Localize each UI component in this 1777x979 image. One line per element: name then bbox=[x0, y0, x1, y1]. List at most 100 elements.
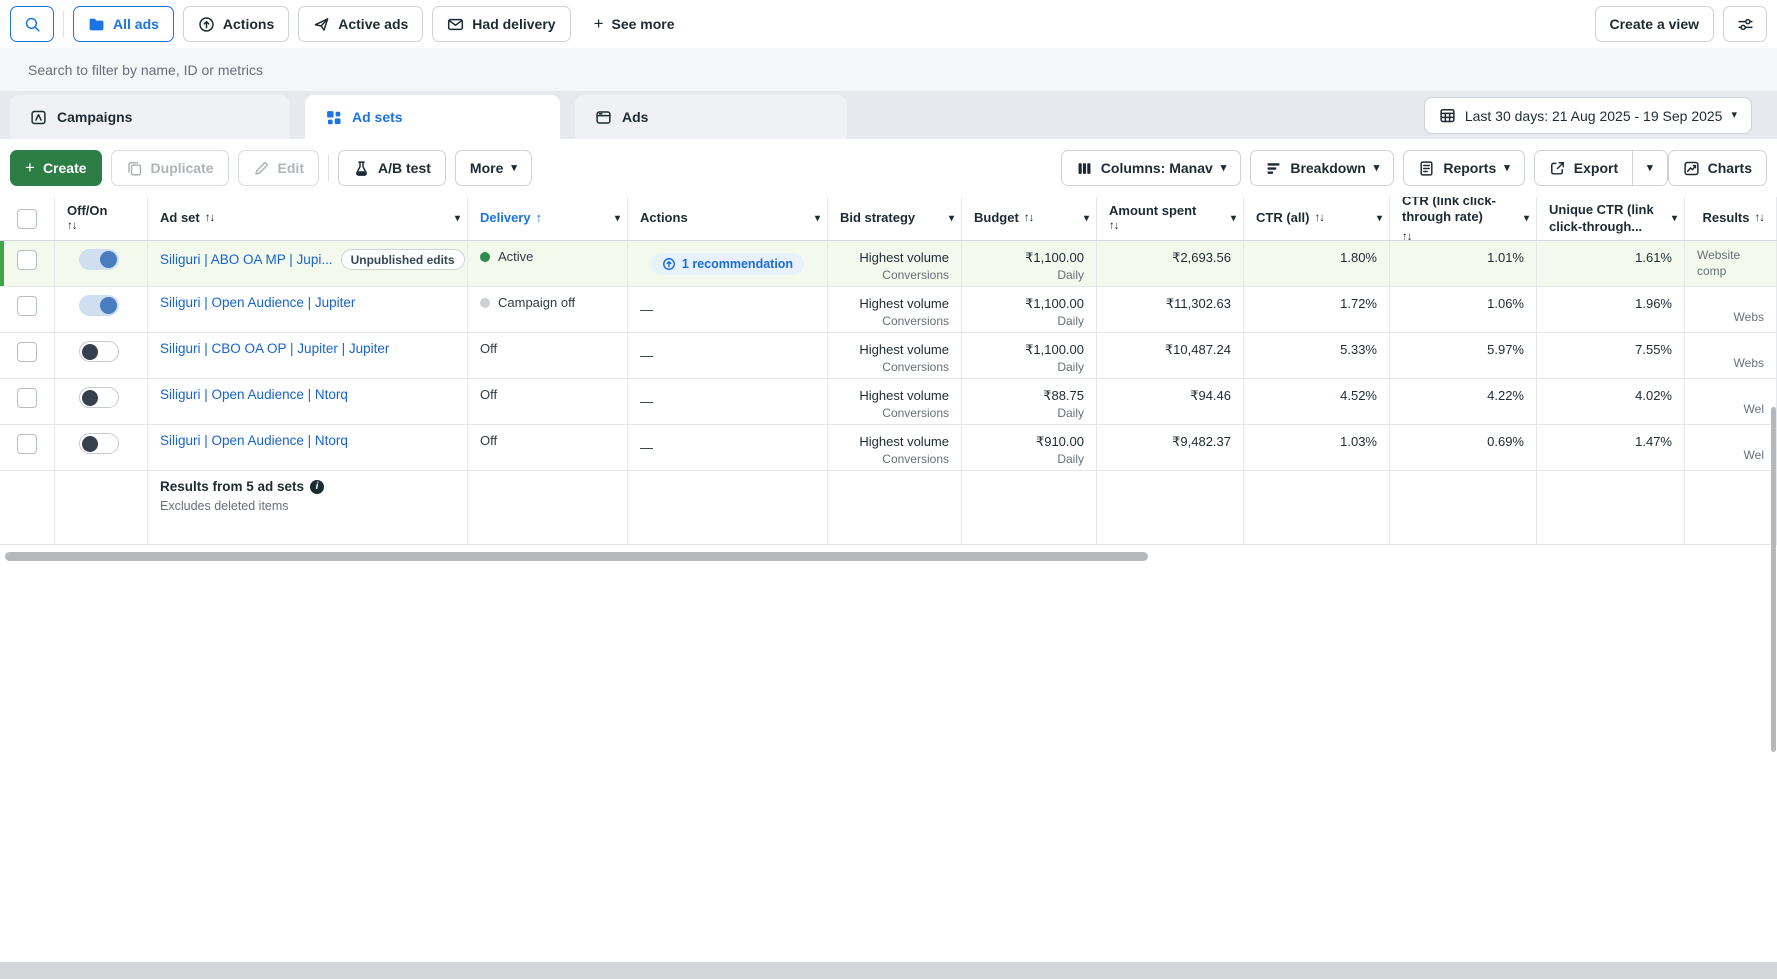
create-label: Create bbox=[42, 160, 87, 176]
see-more-button[interactable]: + See more bbox=[579, 6, 689, 42]
table-row[interactable]: Siliguri | Open Audience | Ntorq Off — H… bbox=[0, 379, 1777, 425]
column-header-off-on[interactable]: Off/On ↑↓ bbox=[55, 197, 148, 240]
ad-set-toggle[interactable] bbox=[79, 433, 119, 454]
breakdown-button[interactable]: Breakdown ▾ bbox=[1250, 150, 1395, 186]
chevron-down-icon[interactable]: ▾ bbox=[948, 212, 954, 224]
column-header-bid-strategy[interactable]: Bid strategy ▾ bbox=[828, 197, 962, 240]
all-ads-filter-button[interactable]: All ads bbox=[73, 6, 174, 42]
edit-button[interactable]: Edit bbox=[237, 150, 319, 186]
ad-set-link[interactable]: Siliguri | Open Audience | Ntorq bbox=[160, 387, 348, 402]
create-button[interactable]: + Create bbox=[10, 150, 102, 186]
had-delivery-filter-button[interactable]: Had delivery bbox=[432, 6, 571, 42]
report-doc-icon bbox=[1420, 160, 1433, 176]
row-checkbox[interactable] bbox=[17, 296, 37, 316]
select-all-cell bbox=[0, 197, 55, 240]
tab-ads[interactable]: Ads bbox=[575, 95, 847, 139]
more-button[interactable]: More ▾ bbox=[454, 150, 532, 186]
export-options-button[interactable]: ▾ bbox=[1633, 151, 1667, 185]
amount-spent-value: ₹2,693.56 bbox=[1172, 250, 1231, 265]
sort-ascending-icon[interactable]: ↑ bbox=[535, 210, 542, 226]
row-checkbox[interactable] bbox=[17, 250, 37, 270]
breakdown-label: Breakdown bbox=[1290, 160, 1366, 176]
column-header-unique-ctr[interactable]: Unique CTR (link click-through... ▾ bbox=[1537, 197, 1685, 240]
unique-ctr-value: 4.02% bbox=[1635, 388, 1672, 403]
column-header-results[interactable]: Results ↑↓ bbox=[1685, 197, 1777, 240]
recommendation-pill[interactable]: — bbox=[640, 440, 653, 455]
table-row[interactable]: Siliguri | Open Audience | Ntorq Off — H… bbox=[0, 425, 1777, 471]
chevron-down-icon: ▾ bbox=[511, 161, 517, 174]
chevron-down-icon[interactable]: ▾ bbox=[814, 212, 820, 224]
all-ads-label: All ads bbox=[113, 16, 159, 32]
bid-strategy-value: Highest volume bbox=[859, 434, 949, 449]
chevron-down-icon[interactable]: ▾ bbox=[1230, 212, 1236, 224]
ad-set-toggle[interactable] bbox=[79, 387, 119, 408]
results-header-label: Results bbox=[1702, 210, 1750, 226]
sort-icon[interactable]: ↑↓ bbox=[67, 220, 77, 233]
sort-icon[interactable]: ↑↓ bbox=[1314, 212, 1324, 225]
recommendation-pill[interactable]: — bbox=[640, 348, 653, 363]
column-header-ad-set[interactable]: Ad set ↑↓ ▾ bbox=[148, 197, 468, 240]
ad-set-link[interactable]: Siliguri | Open Audience | Ntorq bbox=[160, 433, 348, 448]
vertical-scrollbar[interactable] bbox=[1771, 407, 1776, 752]
table-row[interactable]: Siliguri | ABO OA MP | Jupi... Unpublish… bbox=[0, 241, 1777, 287]
table-row[interactable]: Siliguri | Open Audience | Jupiter Campa… bbox=[0, 287, 1777, 333]
tab-campaigns[interactable]: Campaigns bbox=[10, 95, 290, 139]
row-checkbox[interactable] bbox=[17, 342, 37, 362]
column-header-ctr-all[interactable]: CTR (all) ↑↓ ▾ bbox=[1244, 197, 1390, 240]
export-button[interactable]: Export bbox=[1534, 151, 1633, 185]
view-settings-button[interactable] bbox=[1723, 6, 1767, 42]
campaigns-icon bbox=[31, 110, 46, 124]
select-all-checkbox[interactable] bbox=[17, 209, 37, 229]
chevron-down-icon[interactable]: ▾ bbox=[1523, 212, 1529, 224]
recommendation-pill[interactable]: — bbox=[640, 302, 653, 317]
ab-test-button[interactable]: A/B test bbox=[338, 150, 446, 186]
recommendation-pill[interactable]: 1 recommendation bbox=[650, 252, 805, 275]
info-icon[interactable]: i bbox=[310, 479, 325, 494]
charts-button[interactable]: Charts bbox=[1667, 150, 1767, 186]
row-checkbox[interactable] bbox=[17, 388, 37, 408]
ad-set-link[interactable]: Siliguri | CBO OA OP | Jupiter | Jupiter bbox=[160, 341, 390, 356]
sort-icon[interactable]: ↑↓ bbox=[1023, 212, 1034, 225]
bid-strategy-sub: Conversions bbox=[882, 405, 949, 420]
row-checkbox[interactable] bbox=[17, 434, 37, 454]
bid-strategy-value: Highest volume bbox=[859, 296, 949, 311]
actions-filter-button[interactable]: Actions bbox=[182, 6, 290, 42]
ad-set-toggle[interactable] bbox=[79, 341, 119, 362]
sort-icon[interactable]: ↑↓ bbox=[204, 212, 215, 225]
chevron-down-icon[interactable]: ▾ bbox=[1376, 212, 1382, 224]
horizontal-scrollbar[interactable] bbox=[5, 552, 1148, 561]
table-row[interactable]: Siliguri | CBO OA OP | Jupiter | Jupiter… bbox=[0, 333, 1777, 379]
sliders-icon bbox=[1737, 18, 1753, 30]
reports-button[interactable]: Reports ▾ bbox=[1403, 150, 1525, 186]
chevron-down-icon[interactable]: ▾ bbox=[454, 212, 460, 224]
sort-icon[interactable]: ↑↓ bbox=[1754, 212, 1765, 225]
recommendation-pill[interactable]: — bbox=[640, 394, 653, 409]
ad-set-toggle[interactable] bbox=[79, 295, 119, 316]
column-header-actions[interactable]: Actions ▾ bbox=[628, 197, 828, 240]
search-filter-button[interactable] bbox=[10, 6, 54, 42]
ad-set-toggle[interactable] bbox=[79, 249, 119, 270]
column-header-ctr-link[interactable]: CTR (link click-through rate) ↑↓ ▾ bbox=[1390, 197, 1537, 240]
tab-ad-sets[interactable]: Ad sets bbox=[305, 95, 560, 139]
flask-icon bbox=[356, 160, 367, 176]
ad-set-link[interactable]: Siliguri | ABO OA MP | Jupi... bbox=[160, 252, 333, 267]
create-view-button[interactable]: Create a view bbox=[1594, 6, 1714, 42]
chevron-down-icon[interactable]: ▾ bbox=[1671, 212, 1677, 224]
unique-ctr-header-label: Unique CTR (link click-through... bbox=[1549, 202, 1654, 234]
column-header-budget[interactable]: Budget ↑↓ ▾ bbox=[962, 197, 1097, 240]
columns-button[interactable]: Columns: Manav ▾ bbox=[1060, 150, 1242, 186]
search-input[interactable] bbox=[28, 61, 1749, 78]
column-header-delivery[interactable]: Delivery ↑ ▾ bbox=[468, 197, 628, 240]
bid-strategy-header-label: Bid strategy bbox=[840, 210, 916, 226]
date-range-selector[interactable]: Last 30 days: 21 Aug 2025 - 19 Sep 2025 … bbox=[1423, 97, 1752, 134]
column-header-amount-spent[interactable]: Amount spent ↑↓ ▾ bbox=[1097, 197, 1244, 240]
chart-icon bbox=[1684, 161, 1699, 175]
sort-icon[interactable]: ↑↓ bbox=[1402, 231, 1412, 240]
active-ads-filter-button[interactable]: Active ads bbox=[298, 6, 424, 42]
ad-set-link[interactable]: Siliguri | Open Audience | Jupiter bbox=[160, 295, 356, 310]
sort-icon[interactable]: ↑↓ bbox=[1109, 220, 1119, 233]
chevron-down-icon[interactable]: ▾ bbox=[614, 212, 620, 224]
chevron-down-icon[interactable]: ▾ bbox=[1083, 212, 1089, 224]
duplicate-button[interactable]: Duplicate bbox=[110, 150, 229, 186]
budget-value: ₹1,100.00 bbox=[1025, 342, 1084, 357]
